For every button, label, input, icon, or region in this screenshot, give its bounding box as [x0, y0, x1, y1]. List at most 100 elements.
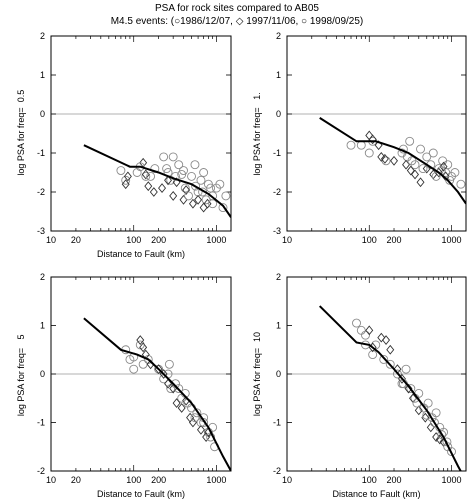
data-point-circle — [208, 199, 218, 209]
x-tick-label: 100 — [362, 235, 377, 245]
data-point-diamond — [172, 398, 181, 409]
y-tick-label: 0 — [40, 109, 45, 119]
data-point-circle — [190, 160, 200, 170]
y-tick-label: -3 — [37, 226, 45, 236]
data-point-circle — [180, 183, 190, 193]
data-point-diamond — [164, 378, 173, 389]
x-tick-label: 200 — [387, 235, 402, 245]
chart-panel-3: -2 -1 0 1 2 10 20 100 200 1000 Distance to Fault (… — [16, 272, 232, 499]
data-point-circle — [166, 384, 176, 393]
y-tick-label: 2 — [276, 31, 281, 41]
x-tick-label: 10 — [282, 235, 292, 245]
data-point-circle — [121, 175, 131, 185]
data-point-circle — [141, 171, 151, 181]
y-axis-label: log PSA for freq= — [252, 107, 262, 175]
y-tick-label: -3 — [273, 226, 281, 236]
plot-area — [319, 117, 466, 205]
data-point-diamond — [386, 344, 395, 355]
chart-panel-2: -3 -2 -1 0 1 2 10 100 200 1000 log PSA for freq= 1. — [252, 31, 467, 245]
y-axis-label: log PSA for freq= — [16, 348, 26, 416]
data-point-diamond — [158, 183, 167, 194]
x-tick-label: 10 — [282, 475, 292, 485]
frequency-label: 10 — [252, 332, 262, 342]
y-tick-label: -1 — [37, 418, 45, 428]
y-tick-label: -1 — [37, 148, 45, 158]
data-point-diamond — [365, 130, 374, 141]
data-point-circle — [405, 136, 415, 146]
y-tick-label: 2 — [276, 272, 281, 282]
y-tick-label: 1 — [276, 70, 281, 80]
x-tick-label: 200 — [387, 475, 402, 485]
data-point-diamond — [199, 202, 208, 213]
data-point-circle — [138, 359, 148, 369]
data-point-diamond — [196, 424, 205, 435]
data-point-circle — [428, 148, 438, 158]
data-point-circle — [174, 384, 184, 393]
data-point-diamond — [416, 177, 425, 188]
data-point-circle — [364, 148, 374, 158]
y-tick-label: 0 — [40, 369, 45, 379]
chart-panel-4: -2 -1 0 1 2 10 100 200 1000 Distance to Fault (km… — [252, 272, 467, 499]
figure-title: PSA for rock sites compared to AB05 — [155, 3, 319, 14]
data-point-circle — [201, 195, 211, 205]
y-axis-label: log PSA for freq= — [252, 348, 262, 416]
frequency-label: 1. — [252, 92, 262, 100]
x-tick-label: 100 — [362, 475, 377, 485]
data-point-circle — [385, 359, 395, 369]
data-point-diamond — [404, 383, 413, 394]
frequency-label: 0.5 — [16, 90, 26, 103]
y-tick-label: 2 — [40, 272, 45, 282]
data-point-diamond — [382, 335, 391, 345]
y-tick-label: -1 — [273, 148, 281, 158]
data-point-diamond — [406, 165, 415, 176]
data-point-diamond — [365, 325, 374, 336]
data-point-circle — [416, 144, 425, 154]
plot-area — [83, 144, 231, 218]
data-point-circle — [191, 181, 201, 191]
y-tick-label: 1 — [276, 321, 281, 331]
y-tick-label: -2 — [273, 187, 281, 197]
x-axis-label: Distance to Fault (km) — [332, 489, 420, 499]
data-point-diamond — [182, 185, 191, 195]
y-tick-label: -1 — [273, 418, 281, 428]
data-point-circle — [215, 179, 225, 189]
data-point-circle — [221, 191, 231, 201]
data-point-circle — [184, 191, 193, 201]
data-point-circle — [431, 408, 441, 418]
data-point-circle — [164, 359, 174, 369]
data-point-diamond — [414, 405, 423, 416]
plot-area — [83, 317, 231, 471]
x-tick-label: 1000 — [441, 475, 461, 485]
model-curve — [83, 317, 231, 471]
data-point-circle — [418, 164, 428, 174]
y-axis-label: log PSA for freq= — [16, 107, 26, 175]
y-tick-label: 1 — [40, 321, 45, 331]
data-point-circle — [171, 171, 180, 181]
data-point-circle — [429, 418, 439, 427]
model-curve — [318, 305, 462, 471]
x-tick-label: 10 — [46, 235, 56, 245]
data-point-circle — [179, 166, 188, 176]
data-point-diamond — [169, 190, 178, 201]
data-point-circle — [450, 168, 460, 177]
x-axis-label: Distance to Fault (km) — [97, 249, 185, 259]
data-point-circle — [196, 175, 206, 185]
x-tick-label: 100 — [126, 235, 141, 245]
data-point-circle — [352, 318, 361, 328]
y-tick-label: 0 — [276, 369, 281, 379]
plot-area — [318, 305, 462, 471]
y-tick-label: 1 — [40, 70, 45, 80]
data-point-diamond — [377, 332, 386, 343]
x-axis-label: Distance to Fault (km) — [97, 489, 185, 499]
data-point-diamond — [123, 171, 132, 182]
data-point-circle — [361, 330, 370, 340]
y-tick-label: -2 — [37, 466, 45, 476]
data-point-circle — [218, 203, 228, 213]
model-curve — [83, 144, 231, 218]
data-point-circle — [190, 413, 200, 423]
data-point-circle — [407, 156, 417, 166]
data-point-circle — [368, 350, 378, 360]
data-point-circle — [162, 164, 172, 174]
data-point-diamond — [188, 417, 197, 428]
